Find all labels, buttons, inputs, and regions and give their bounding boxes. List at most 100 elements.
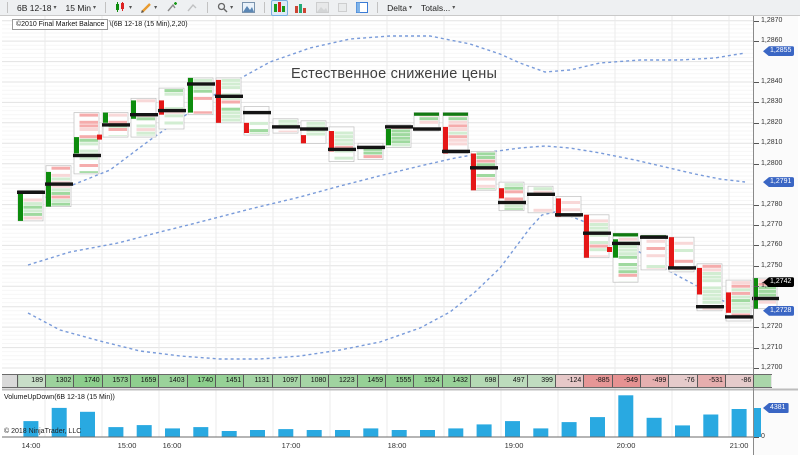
snapshot-button[interactable]	[239, 1, 258, 14]
tick-mark	[754, 41, 759, 43]
delta-cell: 1432	[441, 375, 470, 387]
interval-label: 15 Min	[65, 2, 92, 13]
price-tick: 1,2800	[761, 159, 783, 167]
band-price-badge: 1,2855	[763, 46, 795, 57]
tick-mark	[754, 265, 759, 267]
toolbar-separator	[264, 2, 266, 13]
delta-cell: 1080	[300, 375, 329, 387]
price-tick: 1,2870	[761, 16, 783, 24]
delta-cell: 497	[498, 375, 527, 387]
pencil-icon	[141, 2, 152, 13]
chevron-down-icon: ▾	[452, 4, 456, 11]
time-tick: 18:00	[387, 441, 407, 450]
volume-bars-button[interactable]	[271, 0, 289, 16]
chevron-down-icon: ▾	[154, 4, 158, 11]
toolbar-separator	[377, 2, 379, 13]
price-tick: 1,2840	[761, 78, 783, 85]
volume-indicator-label: VolumeUpDown(6B 12-18 (15 Min))	[4, 394, 115, 401]
window-panel-icon	[356, 2, 369, 13]
delta-selector[interactable]: Delta ▾	[384, 1, 415, 14]
delta-cell: -86	[725, 375, 754, 387]
tick-mark	[754, 347, 759, 349]
delta-cell: 1573	[101, 375, 130, 387]
chevron-down-icon: ▾	[129, 4, 133, 11]
indicator-label[interactable]: ©2010 Final Market Balance \(6B 12-18 (1…	[12, 19, 188, 30]
indicators-button[interactable]	[291, 1, 310, 14]
panel-button[interactable]	[353, 1, 371, 14]
price-tick: 1,2860	[761, 37, 783, 45]
indicator-chart-icon	[294, 2, 307, 14]
price-tick: 1,2720	[761, 323, 783, 331]
chevron-down-icon: ▾	[230, 4, 234, 11]
band-price-badge: 1,2791	[763, 177, 795, 188]
price-tick: 1,2710	[761, 343, 783, 351]
tick-mark	[754, 163, 759, 165]
marker-icon	[187, 2, 198, 13]
toolbar-separator	[7, 2, 8, 13]
tick-mark	[754, 82, 759, 83]
tick-mark	[754, 143, 759, 145]
tick-mark	[754, 245, 759, 247]
toolbar-separator	[105, 2, 107, 13]
chart-image-button[interactable]	[313, 1, 332, 14]
copyright-text: © 2018 NinjaTrader, LLC	[4, 428, 82, 435]
delta-cell: -531	[696, 375, 725, 387]
tick-mark	[754, 225, 759, 226]
tick-mark	[754, 122, 759, 124]
chevron-down-icon: ▾	[93, 4, 97, 11]
delta-cell: 1459	[356, 375, 385, 387]
small-tool-button[interactable]	[335, 1, 350, 14]
totals-label: Totals...	[420, 2, 451, 13]
delta-label: Delta	[387, 2, 407, 13]
time-tick: 19:00	[504, 441, 524, 450]
instrument-selector[interactable]: 6B 12-18 ▾	[14, 1, 60, 14]
magnifier-icon	[217, 2, 228, 13]
chevron-down-icon: ▾	[408, 4, 412, 11]
time-tick: 16:00	[162, 441, 182, 450]
photo-icon	[242, 2, 256, 13]
price-tick: 1,2760	[761, 241, 783, 249]
zoom-button[interactable]: ▾	[214, 1, 236, 14]
time-tick: 15:00	[117, 441, 137, 450]
delta-cell: 1740	[186, 375, 215, 387]
delta-cell: 399	[526, 375, 555, 387]
delta-corner-cell	[2, 375, 19, 387]
delta-cell: 1131	[243, 375, 272, 387]
marker-remove-button[interactable]	[184, 1, 201, 14]
delta-cell: 1659	[130, 375, 159, 387]
delta-cell: 189	[16, 375, 45, 387]
tick-mark	[754, 327, 759, 329]
delta-cell: -76	[668, 375, 697, 387]
delta-cell: 1524	[413, 375, 442, 387]
drawing-tools-button[interactable]: ▾	[138, 1, 160, 14]
delta-indicator-row: 189 1302 1740 1573 1659 1403 1740 1451 1131 1097 1…	[2, 374, 772, 388]
volume-badge: 4381	[763, 403, 789, 413]
instrument-label: 6B 12-18	[17, 2, 52, 13]
tick-mark	[754, 368, 759, 369]
indicator-params: \(6B 12-18 (15 Min),2,20)	[108, 21, 188, 28]
delta-cell: 1302	[45, 375, 74, 387]
delta-cell: 1451	[215, 375, 244, 387]
time-tick: 20:00	[616, 441, 636, 450]
price-tick: 1,2810	[761, 139, 783, 147]
interval-selector[interactable]: 15 Min ▾	[63, 1, 100, 14]
tick-mark	[754, 437, 759, 438]
chevron-down-icon: ▾	[53, 4, 57, 11]
totals-selector[interactable]: Totals... ▾	[418, 1, 458, 14]
chart-style-button[interactable]: ▾	[112, 1, 135, 14]
indicator-name: ©2010 Final Market Balance	[12, 19, 109, 30]
price-tick: 1,2820	[761, 118, 783, 126]
price-tick: 1,2700	[761, 364, 783, 371]
price-tick: 1,2830	[761, 98, 783, 106]
candlestick-icon	[115, 2, 127, 13]
toolbar-separator	[207, 2, 209, 13]
delta-cell: -949	[611, 375, 640, 387]
delta-cell-partial	[753, 375, 772, 387]
marker-add-button[interactable]	[163, 1, 181, 14]
price-tick: 1,2780	[761, 200, 783, 208]
marker-plus-icon	[166, 2, 178, 13]
delta-cell: 1555	[385, 375, 414, 387]
delta-cell: -124	[555, 375, 584, 387]
